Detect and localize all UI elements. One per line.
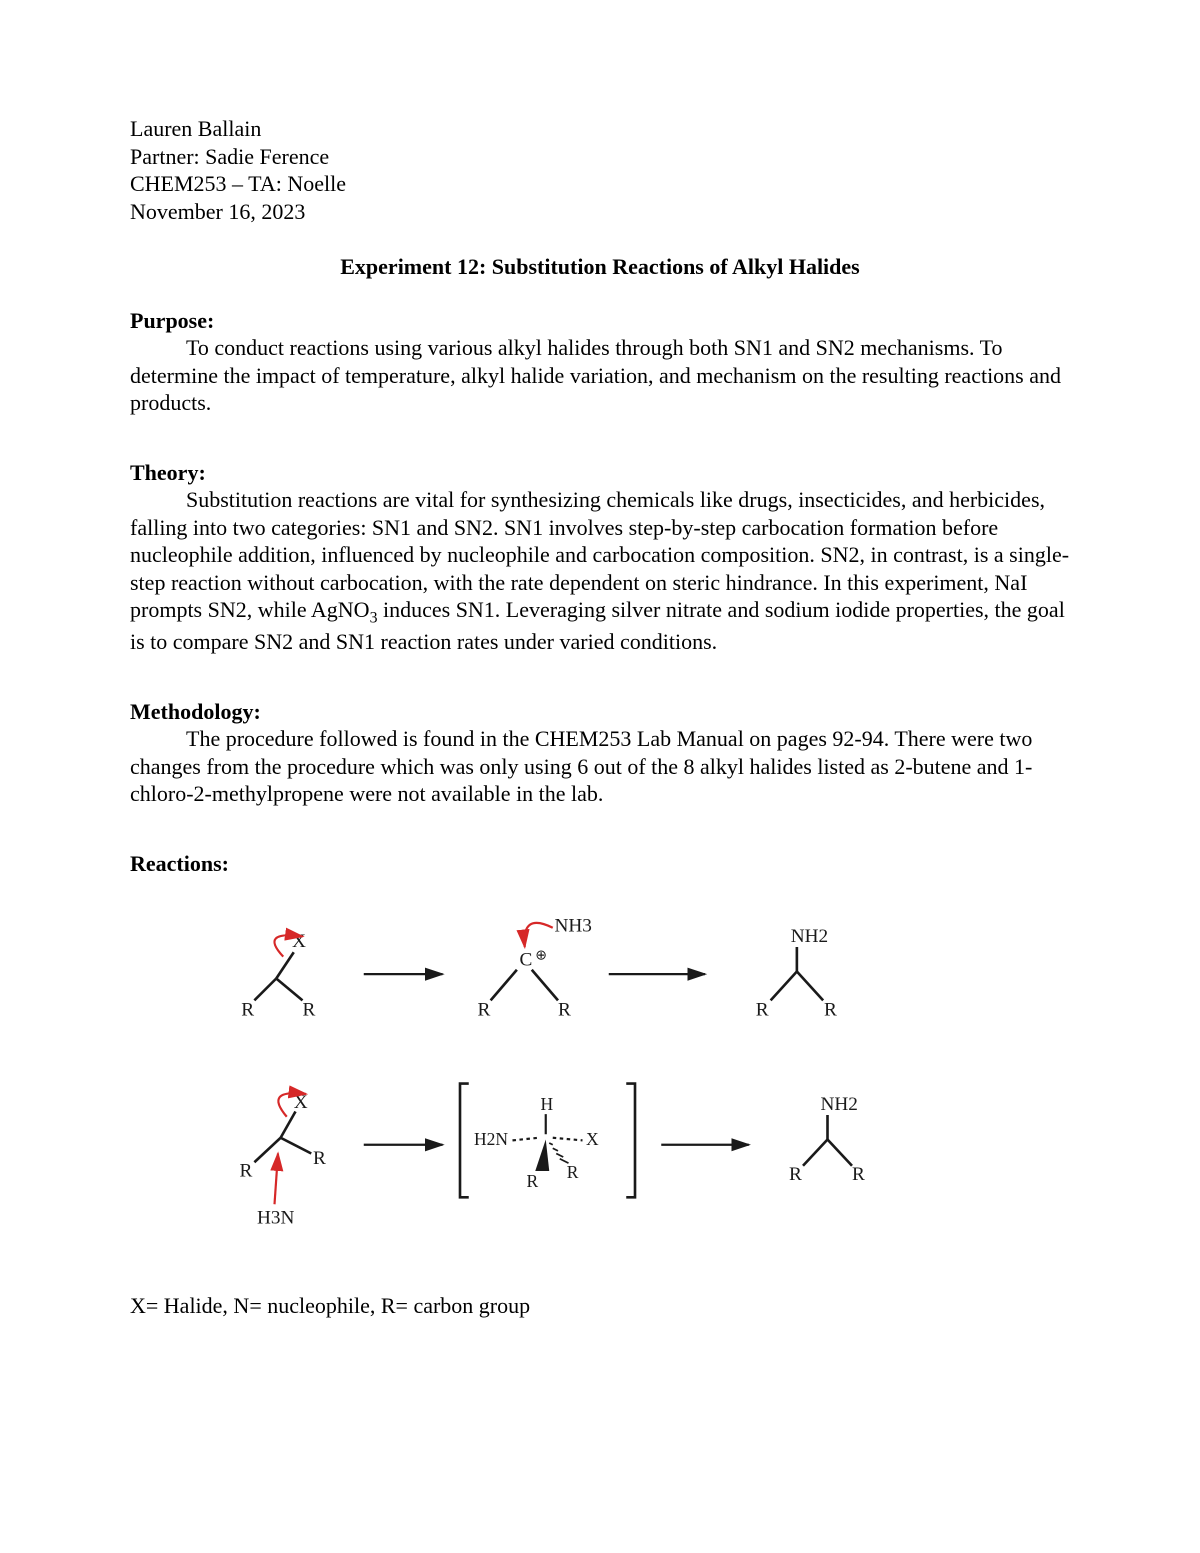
date: November 16, 2023 — [130, 198, 1070, 226]
r1-prod-Rl: R — [756, 999, 769, 1020]
r2-Rl-label: R — [240, 1160, 253, 1181]
r2-prod-NH2: NH2 — [821, 1094, 858, 1115]
r2-prod-Rr: R — [852, 1164, 865, 1185]
r1-prod-NH2: NH2 — [791, 926, 828, 947]
methodology-body: The procedure followed is found in the C… — [130, 725, 1070, 808]
document-header: Lauren Ballain Partner: Sadie Ference CH… — [130, 115, 1070, 225]
reactions-section: Reactions: X R R C ⊕ — [130, 850, 1070, 1282]
theory-section: Theory: Substitution reactions are vital… — [130, 459, 1070, 656]
theory-heading: Theory: — [130, 459, 1070, 487]
r2-ts-Rbl: R — [527, 1171, 539, 1191]
r2-H3N-label: H3N — [257, 1208, 295, 1229]
course-ta: CHEM253 – TA: Noelle — [130, 170, 1070, 198]
r1-int-Rr: R — [558, 999, 571, 1020]
r2-ts-Rbr: R — [567, 1162, 579, 1182]
r1-Rl-label: R — [241, 999, 254, 1020]
r2-X-label: X — [294, 1092, 308, 1113]
r2-ts-X: X — [586, 1129, 599, 1149]
document-title: Experiment 12: Substitution Reactions of… — [130, 253, 1070, 281]
methodology-heading: Methodology: — [130, 698, 1070, 726]
r2-ts-H: H — [541, 1094, 554, 1114]
svg-text:C: C — [520, 950, 533, 971]
r1-int-Rl: R — [478, 999, 491, 1020]
purpose-section: Purpose: To conduct reactions using vari… — [130, 307, 1070, 417]
r1-int-NH3: NH3 — [555, 915, 592, 936]
r1-Rr-label: R — [303, 999, 316, 1020]
r1-prod-Rr: R — [824, 999, 837, 1020]
methodology-section: Methodology: The procedure followed is f… — [130, 698, 1070, 808]
reaction-scheme-figure: X R R C ⊕ R R NH3 NH2 R — [130, 891, 1070, 1241]
partner-name: Partner: Sadie Ference — [130, 143, 1070, 171]
theory-body: Substitution reactions are vital for syn… — [130, 486, 1070, 656]
r1-X-label: X — [292, 931, 306, 952]
r2-Rr-label: R — [313, 1148, 326, 1169]
figure-legend: X= Halide, N= nucleophile, R= carbon gro… — [130, 1292, 1070, 1320]
reactions-heading: Reactions: — [130, 850, 1070, 878]
author-name: Lauren Ballain — [130, 115, 1070, 143]
r2-prod-Rl: R — [789, 1164, 802, 1185]
svg-text:⊕: ⊕ — [535, 948, 547, 963]
purpose-heading: Purpose: — [130, 307, 1070, 335]
purpose-body: To conduct reactions using various alkyl… — [130, 334, 1070, 417]
r2-ts-H2N: H2N — [474, 1129, 508, 1149]
